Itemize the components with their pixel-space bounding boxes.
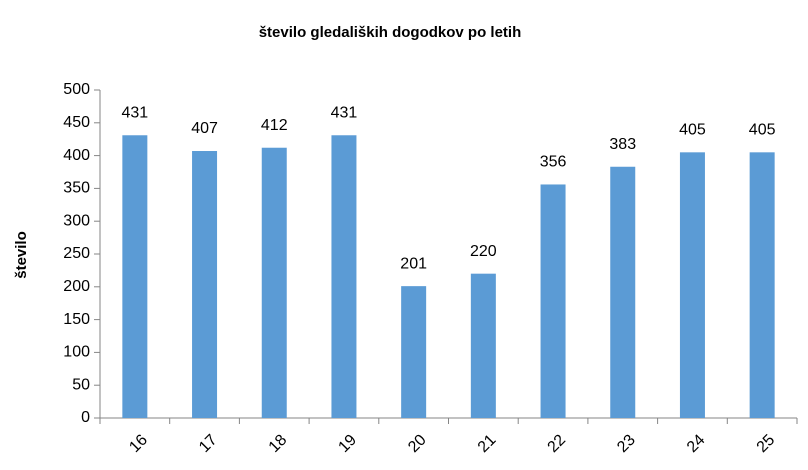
y-tick-label: 150: [63, 311, 90, 328]
bar: [540, 184, 566, 418]
data-label: 405: [679, 122, 706, 139]
bar: [679, 152, 705, 418]
y-tick-label: 400: [63, 147, 90, 164]
x-tick-label: 23: [614, 431, 639, 456]
data-label: 220: [470, 243, 497, 260]
y-tick-label: 100: [63, 344, 90, 361]
y-tick-label: 350: [63, 180, 90, 197]
data-label: 356: [540, 154, 567, 171]
x-tick-label: 20: [405, 431, 430, 456]
y-tick-label: 50: [72, 376, 90, 393]
data-label: 431: [121, 104, 148, 121]
data-label: 405: [749, 122, 776, 139]
data-label: 383: [609, 136, 636, 153]
data-label: 407: [191, 120, 218, 137]
y-tick-label: 450: [63, 114, 90, 131]
data-label: 412: [261, 117, 288, 134]
bar: [331, 135, 357, 418]
y-tick-label: 300: [63, 212, 90, 229]
bar: [192, 151, 218, 418]
x-tick-label: 16: [126, 431, 151, 456]
x-tick-label: 21: [475, 431, 500, 456]
bar: [261, 147, 287, 418]
bar: [122, 135, 148, 418]
y-tick-label: 250: [63, 245, 90, 262]
x-tick-label: 18: [266, 431, 291, 456]
bar: [610, 166, 636, 418]
x-tick-label: 24: [684, 431, 709, 456]
x-tick-label: 17: [196, 431, 221, 456]
data-label: 201: [400, 255, 427, 272]
y-axis-label: število: [13, 231, 30, 279]
bar: [749, 152, 775, 418]
bar: [470, 273, 496, 418]
y-tick-label: 200: [63, 278, 90, 295]
x-tick-label: 25: [754, 431, 779, 456]
x-tick-label: 19: [335, 431, 360, 456]
bar: [401, 286, 427, 418]
y-tick-label: 0: [81, 409, 90, 426]
y-tick-label: 500: [63, 81, 90, 98]
chart-title: število gledaliških dogodkov po letih: [259, 24, 522, 41]
data-label: 431: [331, 104, 358, 121]
x-tick-label: 22: [545, 431, 570, 456]
